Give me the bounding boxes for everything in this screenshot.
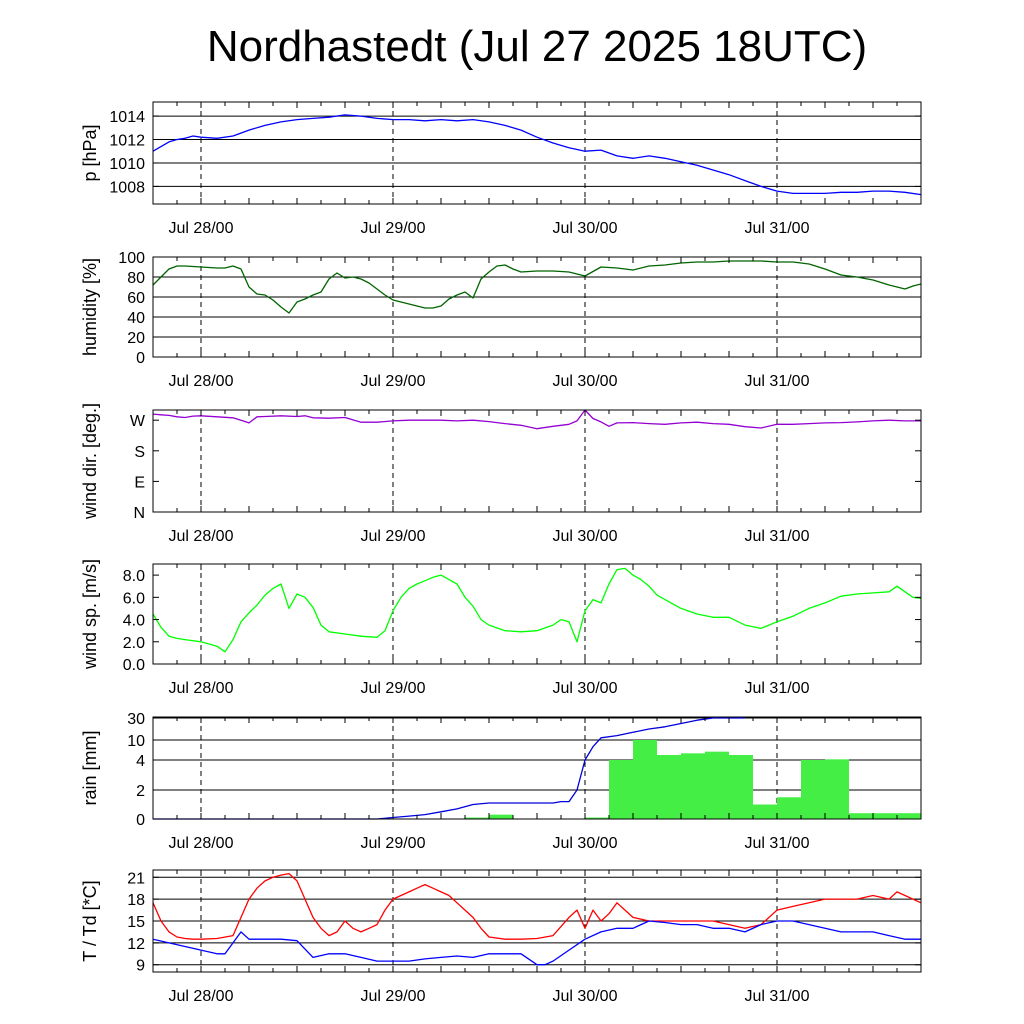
rain-bar	[825, 759, 849, 819]
rain-bar	[633, 740, 657, 819]
rain-bar	[609, 760, 633, 819]
x-tick-label: Jul 30/00	[553, 835, 618, 852]
y-tick-label: 1012	[109, 133, 145, 150]
y-axis-label: p [hPa]	[80, 124, 100, 181]
y-tick-label: 1014	[109, 109, 145, 126]
y-tick-label: 0	[136, 350, 145, 367]
y-tick-label: W	[130, 413, 146, 430]
panel-5: 0 2 4 10 30 Jul 28/00 Jul 29/00 Jul 30/00 Jul 31…	[80, 711, 922, 852]
y-tick-label: 20	[127, 330, 145, 347]
x-tick-label: Jul 31/00	[745, 528, 810, 545]
panel-1: 1008 1010 1012 1014 Jul 28/00 Jul 29/00 Jul 30…	[80, 101, 922, 237]
y-axis-label: humidity [%]	[80, 258, 100, 356]
y-tick-label: 15	[127, 914, 145, 931]
series-line-1	[152, 260, 922, 314]
y-tick-label: 40	[127, 310, 145, 327]
x-tick-label: Jul 28/00	[169, 835, 234, 852]
panel-4: 0.0 2.0 4.0 6.0 8.0 Jul 28/00 Jul 29/00 Jul 30/…	[80, 559, 922, 697]
x-tick-label: Jul 28/00	[169, 680, 234, 697]
x-tick-label: Jul 29/00	[361, 528, 426, 545]
panel-6: 9 12 15 18 21 Jul 28/00 Jul 29/00 Jul 30/00 Jul …	[80, 869, 922, 1005]
y-tick-label: 0	[136, 812, 145, 829]
x-tick-label: Jul 28/00	[169, 988, 234, 1005]
x-tick-label: Jul 29/00	[361, 988, 426, 1005]
x-tick-label: Jul 31/00	[745, 680, 810, 697]
y-tick-label: 100	[118, 250, 145, 267]
rain-bar	[585, 817, 609, 819]
y-tick-label: 1010	[109, 156, 145, 173]
plot-frame	[152, 409, 922, 513]
panel-2: 0 20 40 60 80 100 Jul 28/00 Jul 29/00 Jul 30/00 J…	[80, 250, 922, 390]
y-tick-label: 4	[136, 753, 145, 770]
y-tick-label: 9	[136, 958, 145, 975]
x-tick-label: Jul 28/00	[169, 528, 234, 545]
rain-bar	[465, 817, 489, 819]
x-tick-label: Jul 30/00	[553, 988, 618, 1005]
x-tick-label: Jul 30/00	[553, 220, 618, 237]
x-tick-label: Jul 29/00	[361, 680, 426, 697]
x-tick-label: Jul 31/00	[745, 220, 810, 237]
rain-bar	[897, 813, 921, 819]
y-tick-label: 2	[136, 783, 145, 800]
rain-bar	[753, 804, 777, 819]
x-tick-label: Jul 31/00	[745, 835, 810, 852]
x-tick-label: Jul 31/00	[745, 373, 810, 390]
y-tick-label: N	[133, 505, 145, 522]
series-line-1	[152, 872, 922, 940]
rain-bar	[705, 751, 729, 819]
rain-bar	[489, 814, 513, 819]
y-tick-label: 30	[127, 711, 145, 728]
y-tick-label: 2.0	[123, 635, 145, 652]
rain-bar	[729, 755, 753, 819]
y-axis-label: T / Td [*C]	[80, 880, 100, 961]
series-line-1	[152, 114, 922, 196]
x-tick-label: Jul 29/00	[361, 220, 426, 237]
series-line-1	[152, 409, 921, 430]
y-axis-label: wind sp. [m/s]	[80, 559, 100, 670]
plot-frame	[152, 256, 922, 358]
series-line-2	[152, 920, 921, 966]
x-tick-label: Jul 31/00	[745, 988, 810, 1005]
x-tick-label: Jul 28/00	[169, 220, 234, 237]
y-axis-label: wind dir. [deg.]	[80, 403, 100, 520]
y-tick-label: S	[134, 444, 145, 461]
y-tick-label: 12	[127, 936, 145, 953]
y-tick-label: 21	[127, 870, 145, 887]
x-tick-label: Jul 30/00	[553, 680, 618, 697]
x-tick-label: Jul 29/00	[361, 835, 426, 852]
x-tick-label: Jul 28/00	[169, 373, 234, 390]
chart-title: Nordhastedt (Jul 27 2025 18UTC)	[206, 22, 868, 71]
y-tick-label: 80	[127, 270, 145, 287]
y-tick-label: 1008	[109, 179, 145, 196]
y-axis-label: rain [mm]	[80, 730, 100, 805]
plot-frame	[152, 563, 922, 665]
rain-bar	[801, 760, 825, 819]
y-tick-label: 0.0	[123, 657, 145, 674]
series-line-1	[152, 567, 922, 653]
rain-bar	[681, 753, 705, 819]
plot-frame	[152, 101, 922, 205]
rain-bar	[849, 813, 873, 819]
x-tick-label: Jul 30/00	[553, 373, 618, 390]
y-tick-label: 60	[127, 290, 145, 307]
y-tick-label: 18	[127, 892, 145, 909]
series-line-1	[153, 717, 745, 820]
x-tick-label: Jul 29/00	[361, 373, 426, 390]
y-tick-label: 6.0	[123, 590, 145, 607]
y-tick-label: 8.0	[123, 568, 145, 585]
rain-bar	[777, 797, 801, 819]
rain-bar	[873, 813, 897, 819]
x-tick-label: Jul 30/00	[553, 528, 618, 545]
y-tick-label: 4.0	[123, 613, 145, 630]
y-tick-label: 10	[127, 733, 145, 750]
rain-bar	[657, 755, 681, 819]
y-tick-label: E	[134, 474, 145, 491]
